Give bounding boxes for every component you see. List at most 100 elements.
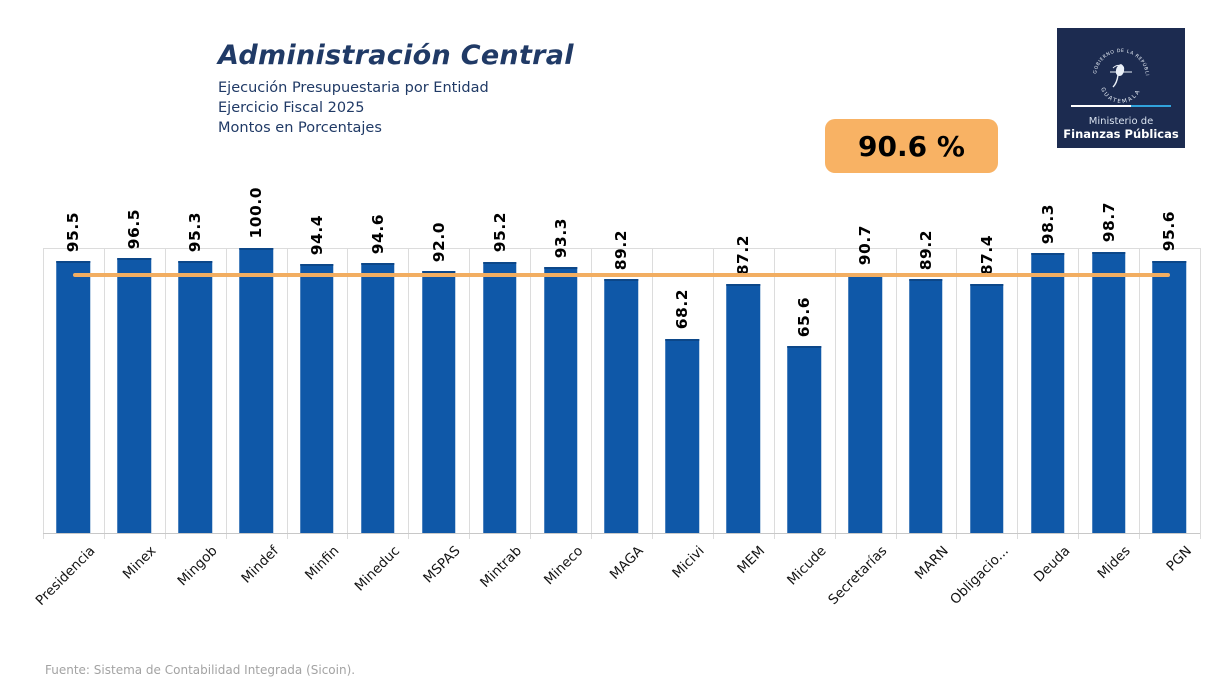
bar: [543, 267, 578, 533]
ministry-name-line1: Ministerio de: [1089, 116, 1154, 127]
category-label: MSPAS: [420, 543, 465, 587]
x-axis-line: [43, 533, 1200, 534]
category-label: Minfin: [302, 543, 343, 584]
category-label: Mintrab: [477, 543, 526, 591]
plot-area: 95.5 Presidencia 96.5 Minex 95.3 Mingob …: [33, 187, 1200, 609]
vertical-gridline: [956, 248, 958, 539]
vertical-gridline: [651, 248, 653, 539]
subtitle-block: Ejecución Presupuestaria por Entidad Eje…: [218, 78, 574, 138]
bar: [909, 278, 943, 533]
minfin-logo: GOBIERNO DE LA REPÚBLICA GUATEMALA Minis…: [1057, 28, 1185, 148]
bar: [361, 263, 395, 533]
bar: [1030, 252, 1065, 533]
bar-value-label: 95.6: [1160, 211, 1179, 252]
category-label: MAGA: [606, 543, 647, 583]
bar-group: 93.3 Mineco: [530, 218, 591, 588]
bar-value-label: 89.2: [612, 229, 631, 270]
government-seal-icon: GOBIERNO DE LA REPÚBLICA GUATEMALA: [1057, 28, 1150, 105]
bar-value-label: 94.4: [308, 214, 326, 255]
category-label: MARN: [911, 543, 952, 583]
average-line: [73, 272, 1170, 277]
bar-value-label: 65.6: [795, 296, 814, 338]
bar-value-label: 100.0: [247, 187, 266, 239]
bar: [604, 278, 639, 533]
category-label: Micivi: [669, 543, 708, 582]
vertical-gridline: [164, 248, 166, 539]
vertical-gridline: [1139, 248, 1141, 539]
category-label: Mides: [1094, 543, 1134, 583]
average-badge-value: 90.6 %: [858, 129, 965, 163]
category-label: Deuda: [1030, 543, 1074, 586]
vertical-gridline: [103, 248, 105, 539]
bar-value-label: 95.2: [490, 212, 509, 253]
category-label: MEM: [734, 543, 769, 577]
source-note: Fuente: Sistema de Contabilidad Integrad…: [45, 663, 356, 677]
category-label: Mingob: [174, 543, 221, 590]
vertical-gridline: [530, 248, 532, 539]
vertical-gridline: [1078, 248, 1080, 539]
bar-value-label: 92.0: [429, 221, 448, 262]
vertical-gridline: [712, 248, 714, 539]
bar: [482, 261, 517, 533]
bar: [970, 283, 1004, 533]
vertical-gridline: [347, 248, 349, 539]
bar-group: 92.0 MSPAS: [408, 222, 469, 587]
vertical-gridline: [43, 248, 44, 539]
bar-group: 68.2 Micivi: [652, 248, 713, 581]
vertical-gridline: [408, 248, 410, 539]
vertical-gridline: [591, 248, 593, 539]
bar-group: 95.6 PGN: [1139, 211, 1200, 575]
bar: [56, 260, 91, 533]
bar: [300, 263, 334, 533]
subtitle-line-3: Montos en Porcentajes: [218, 120, 382, 136]
category-label: Secretarías: [825, 543, 891, 609]
bar-value-label: 95.5: [64, 211, 83, 252]
category-label: Obligacio...: [947, 543, 1013, 608]
bar-value-label: 90.7: [856, 225, 875, 266]
bar-group: 96.5 Minex: [104, 209, 165, 583]
bar-group: 95.3 Mingob: [165, 212, 226, 589]
bar-group: 87.2 MEM: [713, 235, 774, 577]
bar: [787, 346, 821, 533]
bar-group: 90.7 Secretarías: [825, 225, 896, 608]
vertical-gridline: [1017, 248, 1019, 539]
budget-execution-chart: 95.5 Presidencia 96.5 Minex 95.3 Mingob …: [33, 187, 1201, 609]
bar-group: 89.2 MARN: [895, 230, 956, 583]
bar-group: 100.0 Mindef: [226, 187, 287, 586]
top-gridline: [43, 248, 1200, 249]
category-label: Micude: [784, 543, 830, 589]
bar: [1152, 260, 1187, 533]
bar-value-label: 68.2: [673, 289, 692, 330]
category-label: Mindef: [237, 543, 282, 587]
vertical-gridline: [1200, 248, 1201, 539]
category-label: Presidencia: [32, 543, 99, 609]
vertical-gridline: [225, 248, 227, 539]
bar: [422, 270, 456, 533]
bar: [1091, 251, 1126, 533]
vertical-gridline: [895, 248, 897, 539]
vertical-gridline: [834, 248, 836, 539]
category-label: PGN: [1163, 543, 1195, 575]
bar-group: 98.7 Mides: [1078, 202, 1139, 582]
average-badge: 90.6 %: [825, 119, 998, 173]
subtitle-line-1: Ejecución Presupuestaria por Entidad: [218, 80, 489, 96]
vertical-gridline: [286, 248, 288, 539]
quetzal-icon: [1110, 64, 1132, 88]
vertical-gridline: [469, 248, 471, 539]
bar-group: 95.2 Mintrab: [469, 212, 530, 590]
bar-group: 95.5 Presidencia: [33, 212, 104, 609]
svg-text:GUATEMALA: GUATEMALA: [1099, 87, 1142, 105]
svg-text:GOBIERNO DE LA REPÚBLICA: GOBIERNO DE LA REPÚBLICA: [1057, 28, 1150, 76]
bar-group: 87.4 Obligacio...: [947, 235, 1017, 608]
bar-group: 65.6 Micude: [774, 248, 835, 589]
category-label: Mineco: [540, 543, 586, 589]
minfin-logo-graphic: GOBIERNO DE LA REPÚBLICA GUATEMALA Minis…: [1057, 28, 1179, 141]
bar: [665, 338, 700, 533]
bar-group: 94.4 Minfin: [287, 215, 348, 583]
vertical-gridline: [773, 248, 775, 539]
bar: [117, 257, 152, 533]
bar: [239, 248, 273, 533]
bar-group: 98.3 Deuda: [1017, 204, 1078, 586]
bar-group: 89.2 MAGA: [591, 230, 652, 583]
